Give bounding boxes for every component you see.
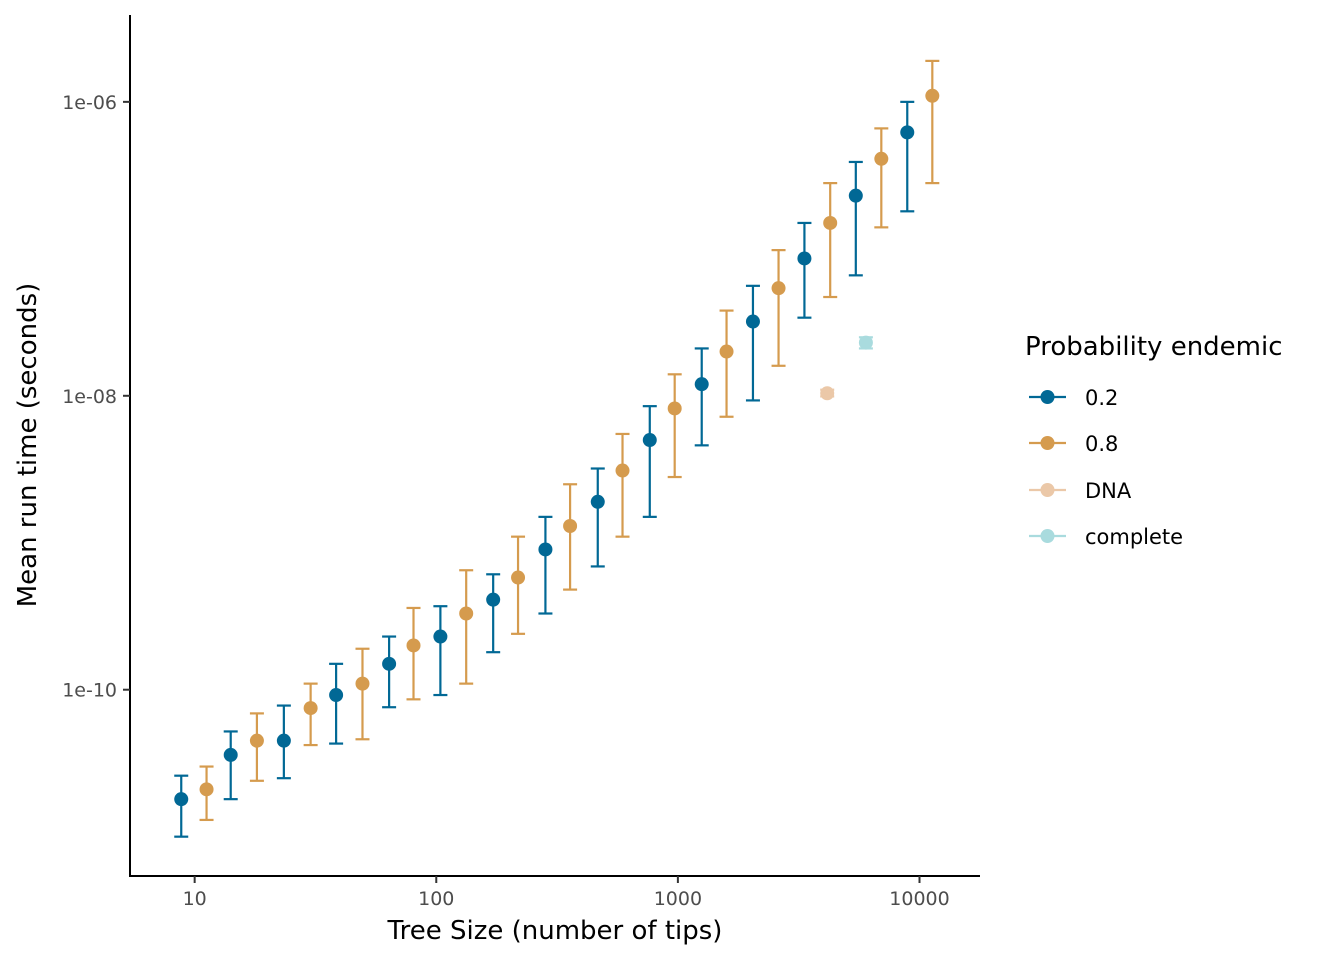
legend-entry: DNA (1029, 479, 1132, 503)
y-tick-label: 1e-08 (62, 386, 117, 408)
data-point (900, 125, 915, 140)
data-point (590, 494, 605, 509)
data-point (667, 401, 682, 416)
data-point (820, 386, 835, 401)
y-tick-label: 1e-10 (62, 680, 117, 702)
series-dna (820, 386, 835, 401)
data-point (511, 570, 526, 585)
x-tick-label: 10 (183, 888, 207, 910)
data-point (223, 747, 238, 762)
series-complete (858, 335, 873, 350)
series-0-2 (174, 100, 915, 838)
y-ticks: 1e-10 1e-08 1e-06 (62, 92, 130, 702)
series-0-8 (199, 59, 940, 822)
x-ticks: 10 100 1000 10000 (183, 876, 950, 910)
data-point (355, 676, 370, 691)
legend-label: 0.2 (1085, 386, 1118, 410)
data-point (694, 377, 709, 392)
legend-key-point (1040, 390, 1055, 404)
data-point (174, 792, 189, 807)
legend-entry: complete (1029, 525, 1183, 549)
x-tick-label: 10000 (889, 888, 949, 910)
data-point (745, 314, 760, 329)
legend-key-point (1040, 483, 1055, 497)
legend-key-point (1040, 529, 1055, 543)
data-point (858, 335, 873, 350)
legend-label: complete (1085, 525, 1183, 549)
data-point (276, 733, 291, 748)
data-point (329, 688, 344, 703)
axes (129, 15, 980, 877)
data-point (433, 629, 448, 644)
data-point (848, 188, 863, 203)
legend-label: DNA (1085, 479, 1132, 503)
data-point (406, 638, 421, 653)
y-axis-title: Mean run time (seconds) (13, 283, 43, 608)
data-point (925, 88, 940, 103)
data-point (199, 782, 214, 797)
data-point (771, 281, 786, 296)
data-point (615, 463, 630, 478)
data-point (642, 433, 657, 448)
data-point (719, 344, 734, 359)
data-point (303, 701, 318, 716)
data-point (382, 656, 397, 671)
data-point (486, 592, 501, 607)
legend-entry: 0.8 (1029, 432, 1118, 456)
data-point (459, 606, 474, 621)
legend: Probability endemic 0.2 0.8 DNA complete (1025, 332, 1283, 549)
legend-entry: 0.2 (1029, 386, 1118, 410)
data-point (563, 519, 578, 534)
y-tick-label: 1e-06 (62, 92, 117, 114)
data-point (538, 542, 553, 557)
data-point (874, 151, 889, 166)
legend-key-point (1040, 436, 1055, 450)
data-point (249, 733, 264, 748)
legend-title: Probability endemic (1025, 332, 1283, 362)
x-tick-label: 100 (418, 888, 454, 910)
x-axis-title: Tree Size (number of tips) (387, 916, 723, 946)
plot-area (174, 59, 940, 838)
legend-label: 0.8 (1085, 432, 1118, 456)
data-point (823, 215, 838, 230)
x-tick-label: 1000 (654, 888, 702, 910)
data-point (797, 251, 812, 266)
